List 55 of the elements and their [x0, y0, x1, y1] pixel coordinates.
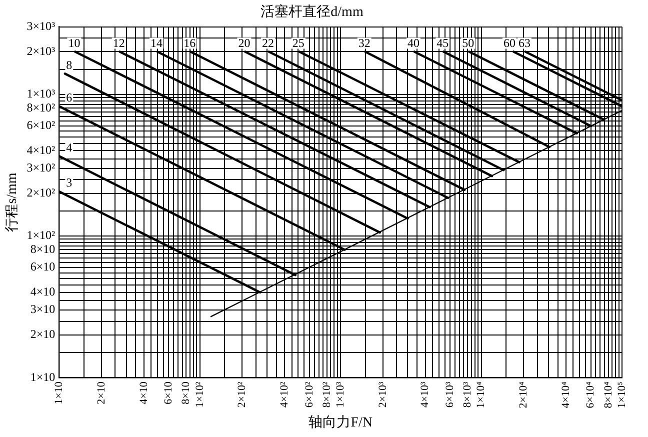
y-tick-label: 3×10² [26, 160, 56, 175]
x-tick-label: 1×10⁵ [616, 382, 628, 408]
x-tick-label: 8×10³ [462, 380, 474, 408]
x-tick-label: 2×10 [95, 381, 108, 404]
x-tick-label: 8×10² [320, 380, 333, 408]
series-label: 50 [462, 36, 474, 50]
x-tick-label: 1×10⁴ [475, 382, 488, 408]
y-tick-label: 4×10 [30, 284, 56, 299]
series-label: 4 [66, 140, 72, 154]
series-label: 20 [238, 36, 250, 50]
y-tick-label: 8×10² [26, 100, 56, 114]
x-tick-label: 6×10² [303, 380, 316, 408]
x-tick-label: 1×10² [194, 380, 206, 408]
series-label: 12 [112, 36, 125, 50]
x-tick-label: 6×10⁴ [584, 382, 597, 408]
x-axis-title: 轴向力F/N [308, 414, 372, 430]
y-tick-label: 3×10³ [26, 18, 56, 33]
series-label: 14 [150, 36, 163, 50]
series-label: 8 [66, 58, 72, 72]
x-tick-label: 2×10³ [376, 380, 389, 408]
series-label: 3 [66, 176, 72, 190]
series-label: 6 [66, 90, 72, 104]
x-tick-label: 4×10² [278, 380, 290, 408]
x-tick-label: 8×10 [180, 381, 192, 404]
series-label: 40 [407, 36, 420, 50]
y-axis-title: 行程s/mm [4, 172, 20, 232]
y-tick-label: 1×10³ [26, 86, 56, 101]
x-tick-label: 4×10 [138, 381, 150, 404]
y-tick-label: 4×10² [26, 142, 56, 157]
x-tick-label: 2×10² [236, 380, 248, 408]
series-label: 25 [292, 36, 304, 50]
x-tick-label: 8×10⁴ [602, 382, 614, 408]
y-tick-label: 6×10² [26, 118, 56, 132]
series-label: 16 [184, 36, 196, 50]
y-tick-label: 6×10 [30, 260, 56, 274]
series-label: 32 [358, 36, 370, 50]
series-label: 22 [262, 36, 274, 50]
y-tick-label: 2×10² [26, 186, 56, 200]
series-label: 10 [68, 36, 80, 50]
x-tick-label: 4×10³ [419, 380, 432, 408]
y-tick-label: 8×10 [30, 242, 56, 256]
x-tick-label: 1×10³ [334, 380, 346, 408]
x-tick-label: 6×10³ [444, 380, 456, 408]
y-tick-label: 2×10³ [26, 44, 56, 58]
y-tick-label: 2×10 [30, 327, 56, 342]
series-label: 60 [503, 36, 516, 50]
y-tick-label: 3×10 [30, 302, 56, 316]
x-tick-label: 4×10⁴ [560, 382, 572, 408]
y-tick-label: 1×10 [30, 370, 56, 384]
y-tick-label: 1×10² [26, 228, 56, 242]
chart-title: 活塞杆直径d/mm [260, 4, 364, 20]
series-label: 45 [436, 36, 449, 50]
x-tick-label: 6×10 [162, 381, 175, 404]
x-tick-label: 2×10⁴ [518, 382, 530, 408]
series-label: 63 [518, 36, 530, 50]
